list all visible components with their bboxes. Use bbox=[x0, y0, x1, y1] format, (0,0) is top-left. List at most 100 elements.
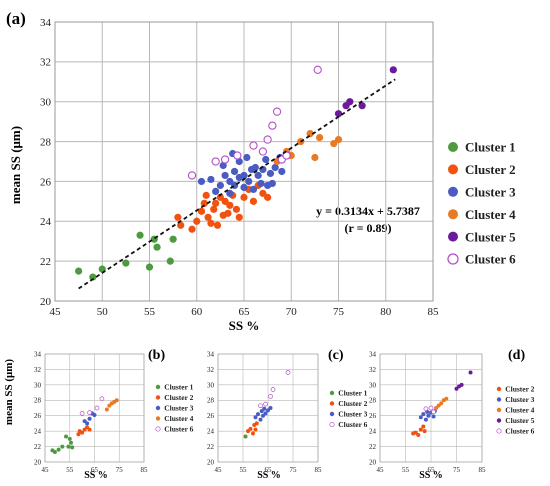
x-tick-label: 55 bbox=[66, 466, 74, 474]
plot-frame bbox=[379, 353, 483, 463]
data-point-cluster-3 bbox=[226, 189, 234, 197]
data-point-cluster-2 bbox=[174, 213, 182, 221]
data-point-cluster-4 bbox=[444, 396, 449, 401]
data-point-cluster-1 bbox=[56, 447, 61, 452]
legend-marker bbox=[448, 231, 458, 242]
legend-marker bbox=[496, 407, 502, 413]
data-point-cluster-3 bbox=[266, 169, 275, 178]
y-tick-label: 30 bbox=[369, 381, 377, 389]
data-point-cluster-3 bbox=[92, 412, 97, 417]
data-point-cluster-3 bbox=[249, 185, 258, 193]
data-point-cluster-1 bbox=[145, 263, 154, 271]
x-tick-label: 80 bbox=[380, 306, 392, 318]
legend-label: Cluster 3 bbox=[465, 184, 516, 199]
x-tick-label: 45 bbox=[50, 306, 62, 318]
chart-b-xlabel: SS % bbox=[84, 470, 108, 481]
data-point-cluster-4 bbox=[316, 133, 324, 142]
y-tick-label: 22 bbox=[369, 443, 377, 451]
x-tick-label: 85 bbox=[141, 466, 149, 474]
data-point-cluster-4 bbox=[311, 153, 319, 162]
data-point-cluster-3 bbox=[257, 179, 265, 188]
chart-a-ylabel: mean SS (μm) bbox=[8, 126, 23, 204]
x-tick-label: 85 bbox=[479, 466, 487, 474]
data-point-cluster-5 bbox=[346, 98, 354, 106]
data-point-cluster-2 bbox=[193, 217, 201, 225]
legend-label: Cluster 6 bbox=[505, 427, 534, 436]
data-point-cluster-3 bbox=[262, 406, 267, 411]
legend-marker bbox=[155, 426, 161, 432]
data-point-cluster-3 bbox=[258, 417, 263, 422]
legend-marker bbox=[329, 411, 335, 417]
data-point-cluster-2 bbox=[200, 199, 208, 207]
x-tick-label: 65 bbox=[428, 466, 436, 474]
y-tick-label: 34 bbox=[40, 17, 52, 29]
legend-marker bbox=[329, 401, 335, 406]
data-point-cluster-6 bbox=[99, 396, 105, 402]
y-tick-label: 22 bbox=[34, 443, 42, 451]
legend-label: Cluster 3 bbox=[505, 395, 534, 404]
legend-label: Cluster 4 bbox=[164, 414, 193, 423]
chart-a-xlabel: SS % bbox=[229, 318, 260, 333]
data-point-cluster-5 bbox=[459, 382, 464, 387]
y-tick-label: 30 bbox=[207, 381, 215, 389]
y-tick-label: 32 bbox=[34, 366, 42, 374]
legend-label: Cluster 4 bbox=[465, 207, 516, 222]
plot-frame bbox=[54, 21, 434, 302]
x-tick-label: 45 bbox=[377, 466, 385, 474]
data-point-cluster-1 bbox=[89, 273, 97, 281]
data-point-cluster-2 bbox=[224, 209, 232, 217]
trendline bbox=[78, 78, 396, 290]
data-point-cluster-2 bbox=[80, 430, 85, 435]
x-tick-label: 55 bbox=[144, 306, 156, 318]
data-point-cluster-1 bbox=[169, 235, 177, 243]
data-point-cluster-2 bbox=[204, 213, 212, 221]
data-point-cluster-2 bbox=[254, 421, 259, 426]
legend-marker bbox=[155, 416, 161, 421]
data-point-cluster-2 bbox=[212, 199, 220, 207]
data-point-cluster-2 bbox=[226, 201, 234, 209]
data-point-cluster-2 bbox=[197, 207, 206, 215]
data-point-cluster-4 bbox=[104, 407, 109, 412]
chart-b: mean SS (μm) SS % 45 55 65 75 85 20 22 24 26 28 30… bbox=[3, 350, 148, 481]
data-point-cluster-1 bbox=[66, 444, 71, 449]
y-tick-label: 28 bbox=[369, 397, 377, 405]
y-tick-label: 32 bbox=[40, 57, 51, 69]
data-point-cluster-6 bbox=[285, 370, 291, 375]
legend-marker bbox=[155, 395, 161, 400]
data-point-cluster-2 bbox=[76, 432, 81, 437]
legend-label: Cluster 3 bbox=[164, 404, 193, 413]
data-point-cluster-2 bbox=[413, 430, 418, 435]
y-tick-label: 30 bbox=[40, 97, 52, 109]
data-point-cluster-2 bbox=[221, 197, 229, 205]
data-point-cluster-3 bbox=[253, 415, 258, 420]
data-point-cluster-6 bbox=[313, 65, 322, 74]
data-point-cluster-2 bbox=[188, 225, 196, 233]
data-point-cluster-4 bbox=[114, 398, 119, 403]
data-point-cluster-4 bbox=[436, 403, 441, 408]
data-point-cluster-3 bbox=[240, 171, 248, 180]
legend-label: Cluster 4 bbox=[505, 406, 534, 415]
legend-marker bbox=[496, 386, 502, 392]
data-point-cluster-1 bbox=[153, 243, 161, 251]
trendline-equation: y = 0.3134x + 5.7387 bbox=[316, 204, 420, 218]
data-point-cluster-4 bbox=[439, 401, 444, 406]
data-point-cluster-1 bbox=[122, 259, 130, 267]
x-tick-label: 45 bbox=[215, 466, 223, 474]
data-point-cluster-1 bbox=[166, 257, 174, 265]
plot-frame bbox=[44, 353, 145, 463]
data-point-cluster-3 bbox=[254, 171, 262, 180]
y-tick-label: 26 bbox=[40, 176, 52, 188]
y-tick-label: 34 bbox=[34, 350, 42, 358]
x-tick-label: 45 bbox=[42, 466, 50, 474]
data-point-cluster-6 bbox=[87, 410, 92, 415]
legend-label: Cluster 2 bbox=[465, 162, 516, 177]
data-point-cluster-2 bbox=[422, 429, 427, 434]
data-point-cluster-3 bbox=[426, 413, 431, 418]
legend-marker bbox=[329, 421, 335, 428]
data-point-cluster-3 bbox=[423, 417, 428, 422]
y-tick-label: 24 bbox=[207, 428, 215, 436]
x-tick-label: 75 bbox=[453, 466, 461, 474]
data-point-cluster-3 bbox=[85, 421, 90, 426]
